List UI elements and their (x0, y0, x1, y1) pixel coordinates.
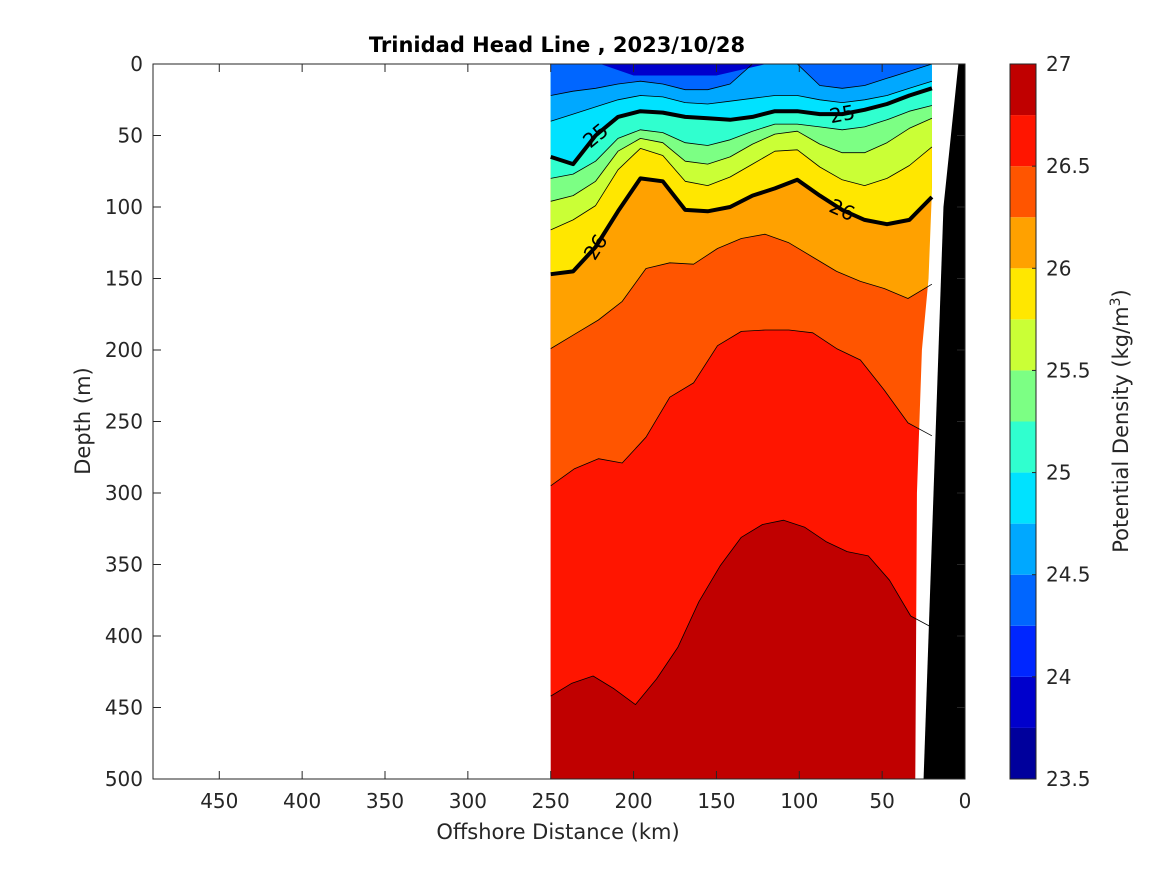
bathymetry (915, 64, 965, 779)
y-tick-label-450: 450 (105, 696, 143, 720)
colorbar-label-superscript: 3 (1108, 297, 1124, 306)
y-tick-label-500: 500 (105, 767, 143, 791)
x-axis-ticks: 450 400 350 300 250 200 150 100 50 0 (200, 64, 971, 813)
colorbar-swatch-24.75 (1010, 472, 1036, 524)
density-field (550, 64, 932, 779)
x-tick-label-100: 100 (780, 789, 818, 813)
y-axis-label: Depth (m) (71, 367, 95, 474)
density-band-core (600, 64, 767, 76)
y-tick-label-50: 50 (118, 124, 143, 148)
contour-line-24.5 (550, 64, 933, 96)
colorbar-swatch-25.75 (1010, 268, 1036, 320)
chart-title: Trinidad Head Line , 2023/10/28 (369, 33, 745, 57)
colorbar-frame (1009, 63, 1037, 780)
colorbar-tick-label-27: 27 (1046, 52, 1071, 76)
colorbar-swatch-24.5 (1010, 523, 1036, 575)
x-axis-label: Offshore Distance (km) (436, 820, 679, 844)
colorbar: 23.5 24 24.5 25 25.5 26 26.5 27 (1009, 52, 1091, 791)
y-tick-label-400: 400 (105, 624, 143, 648)
colorbar-label-main: Potential Density (kg/m (1109, 306, 1133, 552)
y-tick-label-250: 250 (105, 410, 143, 434)
x-tick-label-250: 250 (532, 789, 570, 813)
colorbar-swatch-25.25 (1010, 370, 1036, 422)
colorbar-swatch-24 (1010, 625, 1036, 677)
y-tick-label-350: 350 (105, 553, 143, 577)
colorbar-swatch-26.75 (1010, 64, 1036, 116)
x-tick-label-200: 200 (614, 789, 652, 813)
colorbar-tick-label-24: 24 (1046, 665, 1071, 689)
colorbar-tick-label-23.5: 23.5 (1046, 767, 1091, 791)
y-tick-label-0: 0 (130, 52, 143, 76)
colorbar-tick-label-25.5: 25.5 (1046, 358, 1091, 382)
x-tick-label-150: 150 (697, 789, 735, 813)
colorbar-swatch-25.5 (1010, 319, 1036, 371)
x-tick-label-0: 0 (959, 789, 972, 813)
contour-line-25 (550, 86, 933, 167)
colorbar-swatch-25 (1010, 421, 1036, 473)
x-tick-label-300: 300 (449, 789, 487, 813)
contour-line-25.25 (550, 105, 932, 179)
y-tick-label-200: 200 (105, 338, 143, 362)
contour-label-25-1: 25 (827, 100, 856, 128)
contour-line-26.75 (550, 519, 933, 705)
colorbar-swatch-23.5 (1010, 727, 1036, 779)
contour-line-26.25 (550, 233, 933, 349)
colorbar-swatch-26.5 (1010, 115, 1036, 167)
contour-line-25.75 (550, 146, 933, 231)
contour-line-25.5 (550, 117, 933, 202)
colorbar-tick-label-26: 26 (1046, 256, 1071, 280)
colorbar-swatch-26 (1010, 217, 1036, 269)
x-tick-label-400: 400 (283, 789, 321, 813)
contour-line-24.75 (550, 80, 933, 122)
colorbar-tick-label-24.5: 24.5 (1046, 563, 1091, 587)
colorbar-swatch-24.25 (1010, 574, 1036, 626)
contour-line-26 (550, 176, 934, 277)
y-tick-label-300: 300 (105, 481, 143, 505)
x-tick-label-350: 350 (366, 789, 404, 813)
y-axis-ticks: 0 50 100 150 200 250 300 350 400 450 500 (105, 52, 965, 791)
colorbar-label: Potential Density (kg/m3) (1108, 289, 1133, 553)
colorbar-label-suffix: ) (1109, 289, 1133, 297)
colorbar-swatch-26.25 (1010, 166, 1036, 218)
x-tick-label-450: 450 (200, 789, 238, 813)
x-tick-label-50: 50 (869, 789, 894, 813)
contour-line-26.5 (550, 329, 933, 487)
colorbar-tick-label-26.5: 26.5 (1046, 154, 1091, 178)
seafloor (923, 64, 965, 779)
y-tick-label-150: 150 (105, 267, 143, 291)
colorbar-swatch-23.75 (1010, 676, 1036, 728)
colorbar-tick-label-25: 25 (1046, 461, 1071, 485)
y-tick-label-100: 100 (105, 195, 143, 219)
